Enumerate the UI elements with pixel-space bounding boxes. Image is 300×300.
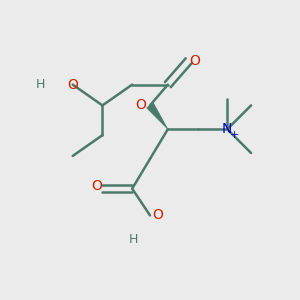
- Text: O: O: [67, 78, 78, 92]
- Text: H: H: [35, 78, 45, 91]
- Text: O: O: [189, 54, 200, 68]
- Text: H: H: [129, 233, 138, 246]
- Text: N: N: [222, 122, 232, 136]
- Text: O: O: [135, 98, 146, 112]
- Text: O: O: [152, 208, 163, 222]
- Text: +: +: [230, 130, 239, 140]
- Text: O: O: [91, 179, 102, 193]
- Polygon shape: [147, 103, 168, 129]
